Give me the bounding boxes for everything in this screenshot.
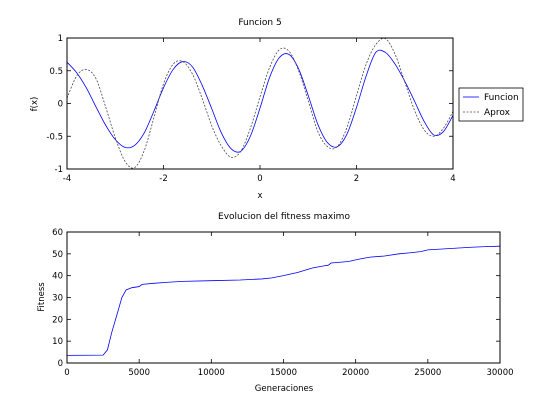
x-tick-label: 0: [257, 174, 262, 184]
y-tick-label: 60: [52, 228, 63, 238]
x-tick-label: 30000: [486, 368, 513, 378]
plot-area-frame: [66, 231, 501, 364]
series-line-funcion: [66, 49, 454, 153]
fitness-chart: Evolucion del fitness maximo Fitness Gen…: [37, 212, 514, 394]
y-tick-label: 10: [52, 337, 63, 347]
y-tick-label: 20: [52, 315, 63, 325]
x-tick-label: 25000: [414, 368, 441, 378]
x-tick-label: 4: [450, 174, 455, 184]
x-tick-label: 0: [64, 368, 69, 378]
y-tick-label: 0: [58, 100, 63, 110]
series-line-aprox: [66, 37, 454, 169]
x-tick-label: 15000: [270, 368, 297, 378]
chart-title: Evolucion del fitness maximo: [218, 212, 350, 222]
y-tick-label: 30: [52, 294, 63, 304]
x-tick-label: 2: [354, 174, 359, 184]
tick-labels: 0 5000 10000 15000 20000 25000 30000 0 10 20 30 40 5…: [52, 228, 513, 378]
x-tick-label: -2: [159, 174, 167, 184]
x-axis-label: Generaciones: [255, 384, 314, 394]
x-tick-label: 20000: [342, 368, 369, 378]
y-tick-label: 0: [58, 359, 63, 369]
legend: Funcion Aprox: [458, 87, 524, 122]
x-tick-label: -4: [63, 174, 71, 184]
y-tick-label: 1: [58, 34, 63, 44]
y-axis-label: Fitness: [37, 282, 47, 312]
series-lines: [66, 37, 454, 169]
series-line-fitness: [66, 245, 501, 356]
tick-labels: -4 -2 0 2 4 -1 -0.5 0 0.5 1: [46, 34, 455, 184]
chart-title: Funcion 5: [238, 18, 281, 28]
legend-label-aprox: Aprox: [484, 108, 511, 118]
y-tick-label: 40: [52, 272, 63, 282]
y-axis-label: f(x): [30, 97, 40, 112]
y-tick-label: -1: [55, 165, 63, 175]
x-tick-label: 5000: [128, 368, 150, 378]
series-lines: [66, 245, 501, 356]
legend-label-funcion: Funcion: [484, 93, 519, 103]
x-tick-label: 10000: [198, 368, 225, 378]
y-tick-label: -0.5: [46, 132, 63, 142]
x-axis-label: x: [257, 191, 262, 201]
function-chart: Funcion 5 f(x) x -4 -2 0 2 4 -1 -0.5 0 0.5 1 Func…: [30, 18, 524, 201]
plot-area-frame: [66, 37, 454, 170]
y-tick-label: 50: [52, 250, 63, 260]
legend-box: [458, 87, 524, 122]
y-tick-label: 0.5: [49, 67, 63, 77]
